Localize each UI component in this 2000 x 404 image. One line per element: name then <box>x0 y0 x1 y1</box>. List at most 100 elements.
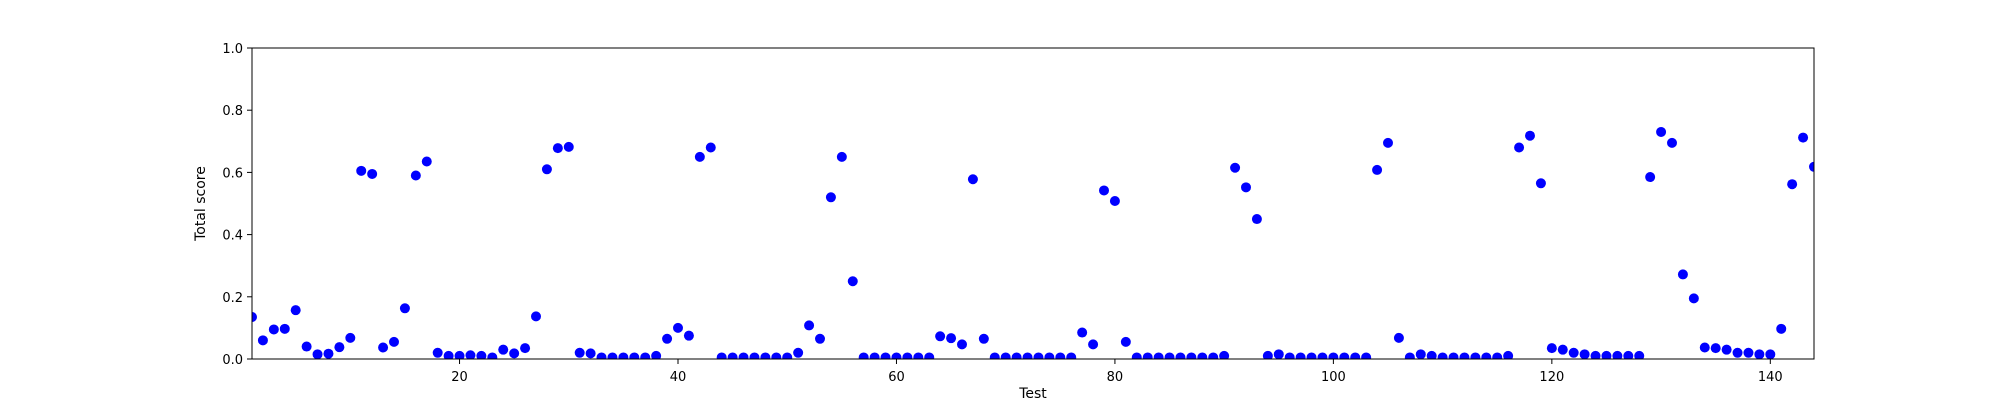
data-point <box>1393 332 1404 343</box>
data-point <box>967 174 978 185</box>
data-point <box>935 331 946 342</box>
data-point <box>1339 352 1350 359</box>
data-point <box>1732 347 1743 358</box>
x-tick-label: 20 <box>451 370 468 385</box>
data-point <box>552 143 563 154</box>
data-point <box>913 352 924 359</box>
data-point <box>1787 179 1798 190</box>
data-point <box>607 352 618 359</box>
data-point <box>563 141 574 152</box>
data-point <box>1448 352 1459 359</box>
data-point <box>1579 349 1590 359</box>
data-point <box>1230 162 1241 173</box>
data-point <box>1437 352 1448 359</box>
data-point <box>902 352 913 359</box>
data-point <box>378 342 389 353</box>
data-point <box>836 151 847 162</box>
data-point <box>880 352 891 359</box>
data-point <box>1295 352 1306 359</box>
data-point <box>279 323 290 334</box>
data-point <box>268 324 279 335</box>
data-point <box>1754 349 1765 359</box>
data-point <box>465 350 476 359</box>
data-point <box>640 352 651 359</box>
x-tick-label: 140 <box>1758 370 1783 385</box>
data-point <box>1612 350 1623 359</box>
data-point <box>1514 142 1525 153</box>
data-point <box>618 352 629 359</box>
data-point <box>410 170 421 181</box>
data-point <box>1262 350 1273 359</box>
data-point <box>1328 352 1339 359</box>
data-point <box>1667 137 1677 148</box>
data-point <box>1350 352 1361 359</box>
data-point <box>1798 132 1809 143</box>
data-point <box>978 333 989 344</box>
data-point <box>1404 352 1415 359</box>
data-point <box>847 276 858 287</box>
data-point <box>1066 352 1077 359</box>
data-point <box>399 303 410 314</box>
data-point <box>1623 350 1634 359</box>
data-point <box>356 165 367 176</box>
data-point <box>574 347 585 358</box>
data-point <box>1109 196 1120 207</box>
data-point <box>1241 182 1251 193</box>
data-point <box>454 350 465 359</box>
data-point <box>257 335 268 346</box>
data-point <box>1535 178 1546 189</box>
data-point <box>869 352 880 359</box>
data-point <box>487 352 498 359</box>
data-point <box>1688 293 1699 304</box>
data-point <box>1415 349 1426 359</box>
data-point <box>858 352 869 359</box>
data-point <box>825 192 836 203</box>
data-point <box>1120 336 1131 347</box>
data-point <box>989 352 1000 359</box>
data-point <box>432 347 443 358</box>
data-point <box>1088 339 1099 350</box>
data-point <box>1503 350 1514 359</box>
data-point <box>520 343 531 354</box>
data-point <box>1809 161 1814 172</box>
data-point <box>815 333 825 344</box>
data-point <box>1153 352 1164 359</box>
data-point <box>1590 350 1601 359</box>
data-point <box>1219 350 1230 359</box>
data-point <box>946 333 957 344</box>
data-point <box>1208 352 1219 359</box>
data-point <box>1131 352 1142 359</box>
data-point <box>1568 347 1579 358</box>
x-tick-label: 120 <box>1539 370 1564 385</box>
data-point <box>1273 349 1284 359</box>
data-point <box>1142 352 1153 359</box>
data-point <box>1000 352 1011 359</box>
data-point <box>1645 172 1656 183</box>
x-tick-label: 60 <box>888 370 905 385</box>
data-point <box>694 151 705 162</box>
axes-layer: 20 40 60 80 100 120 140 0.0 0.2 0.4 0.6 0.8 1.0 <box>222 42 1782 385</box>
data-point <box>1175 352 1186 359</box>
data-point <box>673 322 683 333</box>
data-point <box>1710 343 1721 354</box>
data-point <box>727 352 738 359</box>
data-point <box>1776 323 1787 334</box>
x-axis-label: Test <box>1018 386 1047 400</box>
data-point <box>1525 130 1535 141</box>
data-point <box>1699 342 1710 353</box>
data-point <box>323 348 334 359</box>
data-point <box>1481 352 1492 359</box>
x-tick-label: 80 <box>1107 370 1124 385</box>
data-point <box>1634 350 1645 359</box>
data-point <box>749 352 760 359</box>
data-point <box>782 352 793 359</box>
data-point <box>585 348 596 359</box>
data-point <box>367 168 378 179</box>
data-point <box>1677 269 1688 280</box>
data-point <box>301 341 312 352</box>
data-point <box>793 347 804 358</box>
data-point <box>738 352 749 359</box>
data-point <box>1361 352 1372 359</box>
data-point <box>891 352 902 359</box>
